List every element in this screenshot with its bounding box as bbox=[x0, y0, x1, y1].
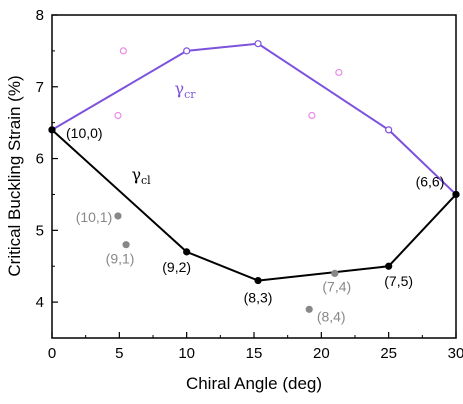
data-point bbox=[335, 68, 343, 77]
point-label: (8,4) bbox=[317, 308, 346, 324]
y-tick-label: 6 bbox=[36, 151, 44, 168]
point-label: (9,2) bbox=[162, 259, 191, 275]
data-point bbox=[385, 126, 393, 134]
x-tick-label: 25 bbox=[380, 345, 397, 362]
data-point bbox=[385, 262, 393, 270]
point-label: (6,6) bbox=[416, 173, 445, 189]
data-point bbox=[305, 305, 313, 313]
x-tick-label: 30 bbox=[448, 345, 463, 362]
labels-layer: γcr γcl (10,0) (9,2) (8,3) (7,5) (6,6) (10,1) (9… bbox=[66, 79, 444, 324]
series-line bbox=[51, 42, 457, 196]
series-layer bbox=[48, 40, 460, 313]
point-label: (9,1) bbox=[106, 251, 135, 267]
x-tick-label: 10 bbox=[178, 345, 195, 362]
data-point bbox=[183, 248, 191, 256]
point-label: (10,1) bbox=[76, 209, 113, 225]
series-label: γcr bbox=[175, 79, 197, 101]
data-point bbox=[48, 126, 56, 134]
x-axis-title: Chiral Angle (deg) bbox=[186, 374, 322, 393]
point-label: (10,0) bbox=[66, 125, 103, 141]
data-point bbox=[114, 212, 122, 220]
y-tick-label: 4 bbox=[36, 294, 44, 311]
point-label: (8,3) bbox=[244, 290, 273, 306]
data-point bbox=[452, 190, 460, 199]
x-tick-label: 20 bbox=[313, 345, 330, 362]
y-tick-label: 5 bbox=[36, 222, 44, 239]
x-tick-label: 5 bbox=[115, 345, 123, 362]
x-tick-label: 0 bbox=[48, 345, 56, 362]
data-point bbox=[114, 111, 122, 120]
x-tick-label: 15 bbox=[246, 345, 263, 362]
data-point bbox=[119, 47, 127, 55]
data-point bbox=[254, 276, 262, 285]
point-label: (7,5) bbox=[384, 273, 413, 289]
data-point bbox=[308, 111, 316, 120]
data-point bbox=[254, 40, 262, 48]
data-point bbox=[122, 241, 130, 249]
y-tick-label: 7 bbox=[36, 79, 44, 96]
data-point bbox=[183, 47, 191, 55]
series-label: γcl bbox=[131, 165, 151, 187]
y-tick-label: 8 bbox=[36, 7, 44, 24]
data-point bbox=[331, 269, 339, 277]
y-axis-title: Critical Buckling Strain (%) bbox=[5, 75, 24, 276]
axis-ticks: 0 5 10 15 20 25 30 4 5 6 7 8 bbox=[36, 7, 463, 362]
point-label: (7,4) bbox=[322, 278, 351, 294]
